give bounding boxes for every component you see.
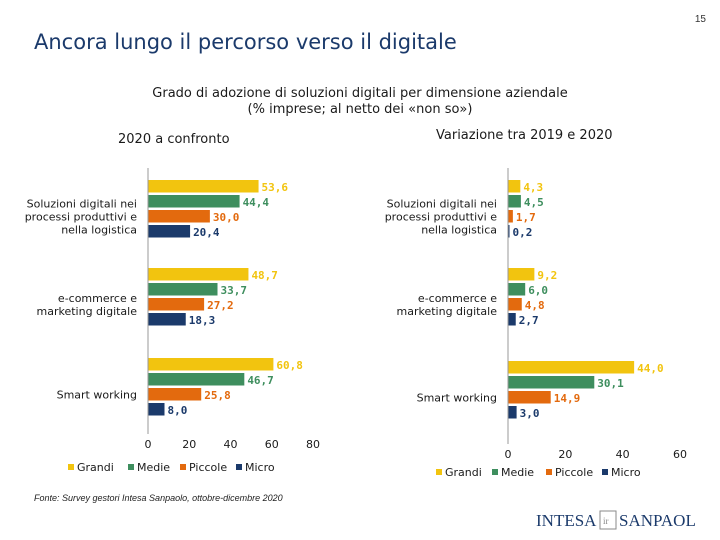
left-data-label: 20,4 <box>193 226 220 239</box>
source-note: Fonte: Survey gestori Intesa Sanpaolo, o… <box>34 493 283 503</box>
left-x-tick-label: 60 <box>265 438 279 451</box>
left-bar-medie-1 <box>148 283 218 296</box>
left-legend-swatch-piccole <box>180 464 186 470</box>
right-data-label: 2,7 <box>519 314 539 327</box>
subtitle-line-1: Grado di adozione di soluzioni digitali … <box>152 86 568 101</box>
right-legend-swatch-micro <box>602 469 608 475</box>
left-legend-swatch-grandi <box>68 464 74 470</box>
right-legend-swatch-medie <box>492 469 498 475</box>
page-number: 15 <box>694 14 706 25</box>
left-x-tick-label: 0 <box>145 438 152 451</box>
left-data-label: 44,4 <box>243 196 270 209</box>
right-bar-medie-0 <box>508 195 521 208</box>
right-bar-micro-1 <box>508 313 516 326</box>
intesa-sanpaolo-logo: INTESA ir SANPAOLO <box>536 510 696 530</box>
logo-text-left: INTESA <box>536 511 597 530</box>
right-legend-label-medie: Medie <box>501 466 534 479</box>
left-data-label: 25,8 <box>204 389 231 402</box>
right-data-label: 44,0 <box>637 362 664 375</box>
left-bar-piccole-0 <box>148 210 210 223</box>
right-bar-piccole-0 <box>508 210 513 223</box>
right-bar-piccole-1 <box>508 298 522 311</box>
left-legend-label-piccole: Piccole <box>189 461 227 474</box>
right-legend-label-piccole: Piccole <box>555 466 593 479</box>
right-category-label: e-commerce e marketing digitale <box>397 292 498 318</box>
left-legend-label-grandi: Grandi <box>77 461 114 474</box>
left-data-label: 60,8 <box>276 359 303 372</box>
left-legend-label-medie: Medie <box>137 461 170 474</box>
right-bar-grandi-0 <box>508 180 521 193</box>
right-bar-micro-2 <box>508 406 517 419</box>
subtitle-line-2: (% imprese; al netto dei «non so») <box>247 102 473 117</box>
right-data-label: 30,1 <box>597 377 624 390</box>
page-title: Ancora lungo il percorso verso il digita… <box>34 30 457 54</box>
left-legend-swatch-medie <box>128 464 134 470</box>
right-legend-swatch-piccole <box>546 469 552 475</box>
left-bar-medie-2 <box>148 373 245 386</box>
left-data-label: 27,2 <box>207 299 234 312</box>
right-bar-micro-0 <box>508 225 510 238</box>
left-data-label: 8,0 <box>168 404 188 417</box>
right-category-label: Soluzioni digitali nei processi produttiv… <box>385 197 498 236</box>
logo-mark-glyph: ir <box>603 516 609 526</box>
left-data-label: 18,3 <box>189 314 216 327</box>
chart-subtitle: Grado di adozione di soluzioni digitali … <box>0 86 720 118</box>
right-x-tick-label: 0 <box>505 448 512 461</box>
right-x-tick-label: 60 <box>673 448 687 461</box>
left-legend-label-micro: Micro <box>245 461 275 474</box>
left-data-label: 53,6 <box>262 181 289 194</box>
right-legend-label-micro: Micro <box>611 466 641 479</box>
left-legend-swatch-micro <box>236 464 242 470</box>
right-data-label: 4,3 <box>523 181 543 194</box>
right-data-label: 6,0 <box>528 284 548 297</box>
logo-text-right: SANPAOLO <box>619 511 696 530</box>
right-x-tick-label: 20 <box>558 448 572 461</box>
right-bar-medie-2 <box>508 376 595 389</box>
right-bar-grandi-1 <box>508 268 535 281</box>
left-bar-piccole-2 <box>148 388 202 401</box>
right-data-label: 1,7 <box>516 211 536 224</box>
right-panel-title: Variazione tra 2019 e 2020 <box>436 128 613 143</box>
left-x-tick-label: 40 <box>224 438 238 451</box>
left-bar-micro-0 <box>148 225 191 238</box>
left-data-label: 33,7 <box>221 284 248 297</box>
left-bar-micro-2 <box>148 403 165 416</box>
right-data-label: 14,9 <box>554 392 581 405</box>
right-data-label: 3,0 <box>520 407 540 420</box>
left-bar-micro-1 <box>148 313 186 326</box>
left-bar-grandi-2 <box>148 358 274 371</box>
left-bar-medie-0 <box>148 195 240 208</box>
right-bar-piccole-2 <box>508 391 551 404</box>
left-bar-grandi-0 <box>148 180 259 193</box>
right-legend-label-grandi: Grandi <box>445 466 482 479</box>
right-data-label: 0,2 <box>513 226 533 239</box>
left-data-label: 46,7 <box>247 374 274 387</box>
left-data-label: 30,0 <box>213 211 240 224</box>
right-data-label: 9,2 <box>537 269 557 282</box>
left-category-label: Soluzioni digitali nei processi produttiv… <box>25 197 138 236</box>
left-panel-title: 2020 a confronto <box>118 132 230 147</box>
right-bar-medie-1 <box>508 283 526 296</box>
left-x-tick-label: 80 <box>306 438 320 451</box>
right-category-label: Smart working <box>417 391 497 404</box>
left-x-tick-label: 20 <box>182 438 196 451</box>
right-legend-swatch-grandi <box>436 469 442 475</box>
left-category-label: Smart working <box>57 388 137 401</box>
left-bar-grandi-1 <box>148 268 249 281</box>
right-bar-grandi-2 <box>508 361 635 374</box>
right-data-label: 4,5 <box>524 196 544 209</box>
right-x-tick-label: 40 <box>616 448 630 461</box>
left-category-label: e-commerce e marketing digitale <box>37 292 138 318</box>
right-data-label: 4,8 <box>525 299 545 312</box>
left-bar-piccole-1 <box>148 298 205 311</box>
left-data-label: 48,7 <box>251 269 278 282</box>
logo-mark <box>599 510 617 530</box>
